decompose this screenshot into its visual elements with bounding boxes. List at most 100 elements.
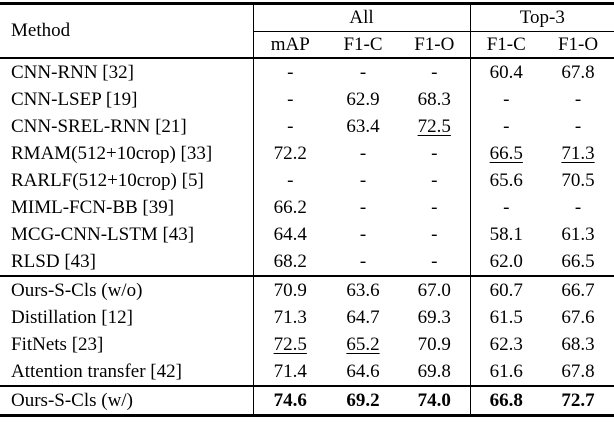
value-cell: 71.4 xyxy=(252,358,327,386)
value-cell: 60.7 xyxy=(469,275,543,304)
value-cell: - xyxy=(359,142,367,164)
method-cell: CNN-SREL-RNN [21] xyxy=(11,115,187,137)
value-cell: 63.6 xyxy=(327,275,399,304)
value-cell: 66.7 xyxy=(542,275,614,304)
value-cell: 61.5 xyxy=(469,304,543,331)
table-row: MCG-CNN-LSTM [43] 64.4 - - 58.1 61.3 xyxy=(0,221,614,248)
header-group-row: Method All Top-3 xyxy=(0,3,614,59)
value-cell: 66.5 xyxy=(561,250,595,272)
method-cell: RLSD [43] xyxy=(11,250,96,272)
value-cell: 71.3 xyxy=(561,142,595,164)
col-header-all-f1o: F1-O xyxy=(399,31,471,59)
method-cell: Attention transfer [42] xyxy=(11,360,182,382)
table-row: RMAM(512+10crop) [33] 72.2 - - 66.5 71.3 xyxy=(0,140,614,167)
value-cell: 61.6 xyxy=(469,358,543,386)
method-cell: MCG-CNN-LSTM [43] xyxy=(11,223,195,245)
method-cell: MIML-FCN-BB [39] xyxy=(11,196,175,218)
value-cell: 67.0 xyxy=(399,275,471,304)
table-header: Method All Top-3 mAP F1-C F1-O F1-C F1-O xyxy=(0,3,614,59)
value-cell: 70.9 xyxy=(252,275,327,304)
value-cell: 66.5 xyxy=(469,140,543,167)
method-cell: RMAM(512+10crop) [33] xyxy=(11,142,213,164)
value-cell: - xyxy=(252,86,327,113)
value-cell: - xyxy=(359,223,367,245)
table-row: CNN-RNN [32] - - - 60.4 67.8 xyxy=(0,58,614,86)
value-cell: 69.2 xyxy=(327,385,399,416)
value-cell: - xyxy=(359,250,367,272)
header-sub-row: mAP F1-C F1-O F1-C F1-O xyxy=(0,31,614,59)
value-cell: 68.3 xyxy=(417,88,451,110)
col-header-top3-f1c: F1-C xyxy=(469,31,543,59)
value-cell: 74.0 xyxy=(399,385,471,416)
value-cell: 62.9 xyxy=(346,88,380,110)
value-cell: - xyxy=(431,61,438,83)
col-header-method: Method xyxy=(0,3,253,59)
method-cell: FitNets [23] xyxy=(11,333,104,355)
value-cell: 62.3 xyxy=(469,331,543,358)
value-cell: 70.5 xyxy=(561,169,595,191)
col-header-map: mAP xyxy=(252,31,327,59)
value-cell: - xyxy=(252,113,327,140)
table-row: MIML-FCN-BB [39] 66.2 - - - - xyxy=(0,194,614,221)
table-row: RLSD [43] 68.2 - - 62.0 66.5 xyxy=(0,248,614,276)
section-distillation-variants: Ours-S-Cls (w/o) 70.9 63.6 67.0 60.7 66.7 Dist… xyxy=(0,275,614,386)
table-row: RARLF(512+10crop) [5] - - - 65.6 70.5 xyxy=(0,167,614,194)
table-row: Ours-S-Cls (w/o) 70.9 63.6 67.0 60.7 66.7 xyxy=(0,275,614,304)
method-cell: RARLF(512+10crop) [5] xyxy=(11,169,204,191)
value-cell: 63.4 xyxy=(346,115,380,137)
value-cell: - xyxy=(252,167,327,194)
value-cell: - xyxy=(431,142,438,164)
value-cell: 65.2 xyxy=(346,333,380,355)
table-row: CNN-LSEP [19] -62.9 68.3- - xyxy=(0,86,614,113)
table-row: Ours-S-Cls (w/) 74.6 69.2 74.0 66.8 72.7 xyxy=(0,385,614,416)
value-cell: 71.3 xyxy=(252,304,327,331)
value-cell: 72.5 xyxy=(417,115,451,137)
value-cell: 69.8 xyxy=(417,360,451,382)
value-cell: 66.8 xyxy=(469,385,543,416)
value-cell: - xyxy=(431,223,438,245)
value-cell: - xyxy=(469,194,543,221)
value-cell: 64.7 xyxy=(346,306,380,328)
value-cell: 64.6 xyxy=(346,360,380,382)
value-cell: 62.0 xyxy=(469,248,543,276)
value-cell: - xyxy=(469,86,543,113)
method-cell: CNN-RNN [32] xyxy=(11,61,134,83)
value-cell: 67.6 xyxy=(561,306,595,328)
value-cell: 66.2 xyxy=(252,194,327,221)
value-cell: - xyxy=(469,113,543,140)
value-cell: - xyxy=(359,196,367,218)
value-cell: - xyxy=(359,169,367,191)
table-row: Attention transfer [42] 71.4 64.6 69.8 61.6 6… xyxy=(0,358,614,386)
value-cell: 68.2 xyxy=(252,248,327,276)
method-cell: Distillation [12] xyxy=(11,306,133,328)
method-cell: CNN-LSEP [19] xyxy=(11,88,138,110)
value-cell: - xyxy=(431,169,438,191)
value-cell: 69.3 xyxy=(417,306,451,328)
value-cell: 67.8 xyxy=(561,360,595,382)
method-cell: Ours-S-Cls (w/) xyxy=(0,385,253,416)
value-cell: 67.8 xyxy=(561,61,595,83)
value-cell: 70.9 xyxy=(417,333,451,355)
method-cell: Ours-S-Cls (w/o) xyxy=(0,275,253,304)
value-cell: - xyxy=(574,196,582,218)
col-header-all-f1c: F1-C xyxy=(327,31,399,59)
value-cell: 65.6 xyxy=(469,167,543,194)
value-cell: - xyxy=(252,58,327,86)
table-row: Distillation [12] 71.3 64.7 69.3 61.5 67.6 xyxy=(0,304,614,331)
section-ours-final: Ours-S-Cls (w/) 74.6 69.2 74.0 66.8 72.7 xyxy=(0,385,614,416)
value-cell: 60.4 xyxy=(469,58,543,86)
table-row: CNN-SREL-RNN [21] -63.4 72.5- - xyxy=(0,113,614,140)
section-prior-methods: CNN-RNN [32] - - -60.4 67.8 CNN-LSEP [19] -62.… xyxy=(0,58,614,276)
col-group-top3: Top-3 xyxy=(469,3,614,32)
value-cell: - xyxy=(431,196,438,218)
col-header-top3-f1o: F1-O xyxy=(542,31,614,59)
value-cell: 68.3 xyxy=(561,333,595,355)
value-cell: 74.6 xyxy=(252,385,327,416)
value-cell: - xyxy=(574,115,582,137)
value-cell: - xyxy=(359,61,367,83)
value-cell: - xyxy=(431,250,438,272)
value-cell: 64.4 xyxy=(252,221,327,248)
value-cell: 72.5 xyxy=(252,331,327,358)
value-cell: 61.3 xyxy=(561,223,595,245)
